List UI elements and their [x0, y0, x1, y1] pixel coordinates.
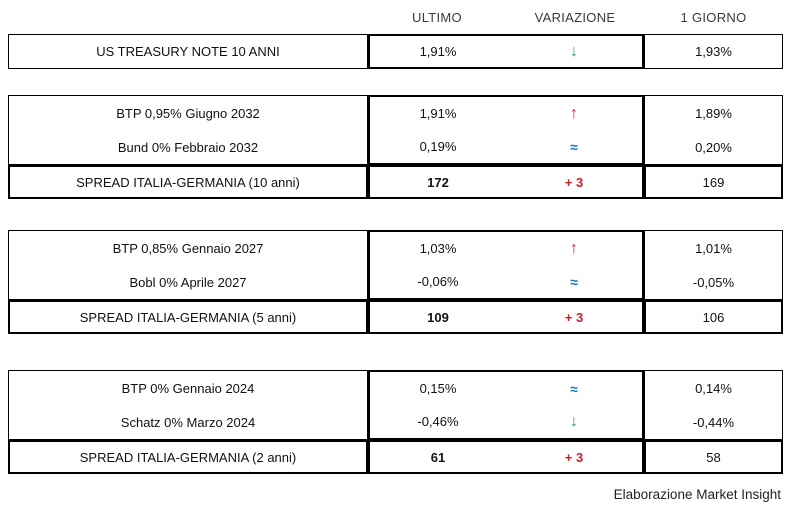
trend-up-icon: ↑ — [570, 104, 578, 122]
column-header-variazione: VARIAZIONE — [534, 10, 616, 25]
ultimo-value: 1,03% — [419, 241, 457, 256]
one-day-cell: 1,01% -0,05% — [644, 230, 783, 300]
instrument-label-cell: BTP 0% Gennaio 2024 Schatz 0% Marzo 2024 — [8, 370, 368, 440]
instrument-label-cell: BTP 0,85% Gennaio 2027 Bobl 0% Aprile 20… — [8, 230, 368, 300]
instrument-label: BTP 0% Gennaio 2024 — [121, 380, 255, 396]
spread-change-value: + 3 — [564, 449, 584, 465]
spread-row-10y: SPREAD ITALIA-GERMANIA (10 anni) 172 + 3… — [8, 165, 794, 199]
spread-label: SPREAD ITALIA-GERMANIA (5 anni) — [79, 309, 297, 325]
one-day-value: 1,93% — [695, 44, 732, 59]
spread-block-10y: BTP 0,95% Giugno 2032 Bund 0% Febbraio 2… — [0, 95, 794, 199]
instrument-label: Bund 0% Febbraio 2032 — [117, 139, 259, 155]
spread-label-cell: SPREAD ITALIA-GERMANIA (2 anni) — [8, 440, 368, 474]
ultimo-value: -0,06% — [417, 274, 459, 289]
instrument-label: Schatz 0% Marzo 2024 — [120, 414, 256, 430]
instrument-label-cell: BTP 0,95% Giugno 2032 Bund 0% Febbraio 2… — [8, 95, 368, 165]
spread-label: SPREAD ITALIA-GERMANIA (10 anni) — [76, 174, 300, 190]
us-treasury-row: US TREASURY NOTE 10 ANNI 1,91% ↓ 1,93% — [8, 34, 794, 69]
spread-value: 61 — [430, 449, 446, 465]
spread-label: SPREAD ITALIA-GERMANIA (2 anni) — [79, 449, 297, 465]
ultimo-value: 0,15% — [419, 381, 457, 396]
ultimo-variazione-cell: 0,15% ≈ -0,46% ↓ — [368, 370, 644, 440]
trend-down-icon: ↓ — [570, 42, 578, 60]
spread-value-cell: 172 + 3 — [368, 165, 644, 199]
column-header-row: ULTIMO VARIAZIONE 1 GIORNO — [8, 0, 794, 28]
spread-row-2y: SPREAD ITALIA-GERMANIA (2 anni) 61 + 3 5… — [8, 440, 794, 474]
spread-one-day-value: 169 — [702, 174, 725, 190]
spread-value: 109 — [427, 309, 449, 325]
one-day-value: -0,05% — [692, 274, 735, 290]
one-day-value: 0,20% — [695, 139, 732, 155]
ultimo-variazione-cell: 1,03% ↑ -0,06% ≈ — [368, 230, 644, 300]
trend-flat-icon: ≈ — [570, 380, 578, 397]
one-day-cell: 1,89% 0,20% — [644, 95, 783, 165]
source-credit: Elaborazione Market Insight — [613, 487, 781, 502]
one-day-value: -0,44% — [692, 414, 735, 430]
one-day-value: 1,89% — [695, 105, 732, 121]
trend-flat-icon: ≈ — [570, 138, 578, 155]
ultimo-variazione-cell: 1,91% ↑ 0,19% ≈ — [368, 95, 644, 165]
ultimo-variazione-cell: 1,91% ↓ — [368, 34, 644, 69]
trend-flat-icon: ≈ — [570, 273, 578, 290]
ultimo-value: -0,46% — [417, 414, 459, 429]
instrument-rows: BTP 0,95% Giugno 2032 Bund 0% Febbraio 2… — [8, 95, 794, 165]
ultimo-value: 1,91% — [419, 44, 457, 59]
spread-one-day-cell: 58 — [644, 440, 783, 474]
spread-block-2y: BTP 0% Gennaio 2024 Schatz 0% Marzo 2024… — [0, 370, 794, 474]
instrument-rows: BTP 0,85% Gennaio 2027 Bobl 0% Aprile 20… — [8, 230, 794, 300]
one-day-value: 0,14% — [695, 380, 732, 396]
spread-label-cell: SPREAD ITALIA-GERMANIA (10 anni) — [8, 165, 368, 199]
one-day-cell: 0,14% -0,44% — [644, 370, 783, 440]
spread-value-cell: 61 + 3 — [368, 440, 644, 474]
instrument-label: Bobl 0% Aprile 2027 — [129, 274, 247, 290]
spread-value: 172 — [427, 174, 449, 190]
instrument-label: BTP 0,95% Giugno 2032 — [116, 105, 260, 121]
instrument-label: US TREASURY NOTE 10 ANNI — [96, 44, 280, 59]
spread-one-day-cell: 169 — [644, 165, 783, 199]
spread-one-day-value: 58 — [706, 449, 721, 465]
spread-change-value: + 3 — [564, 309, 584, 325]
spread-label-cell: SPREAD ITALIA-GERMANIA (5 anni) — [8, 300, 368, 334]
spread-row-5y: SPREAD ITALIA-GERMANIA (5 anni) 109 + 3 … — [8, 300, 794, 334]
spread-change-value: + 3 — [564, 174, 584, 190]
instrument-rows: BTP 0% Gennaio 2024 Schatz 0% Marzo 2024… — [8, 370, 794, 440]
spread-block-5y: BTP 0,85% Gennaio 2027 Bobl 0% Aprile 20… — [0, 230, 794, 334]
trend-up-icon: ↑ — [570, 239, 578, 257]
column-header-1giorno: 1 GIORNO — [680, 10, 747, 25]
column-header-ultimo: ULTIMO — [412, 10, 462, 25]
instrument-label-cell: US TREASURY NOTE 10 ANNI — [8, 34, 368, 69]
one-day-cell: 1,93% — [644, 34, 783, 69]
ultimo-value: 0,19% — [419, 139, 457, 154]
one-day-value: 1,01% — [695, 240, 732, 256]
spread-one-day-value: 106 — [702, 309, 725, 325]
instrument-label: BTP 0,85% Gennaio 2027 — [112, 240, 264, 256]
ultimo-value: 1,91% — [419, 106, 457, 121]
spread-value-cell: 109 + 3 — [368, 300, 644, 334]
spread-one-day-cell: 106 — [644, 300, 783, 334]
trend-down-icon: ↓ — [570, 412, 578, 430]
